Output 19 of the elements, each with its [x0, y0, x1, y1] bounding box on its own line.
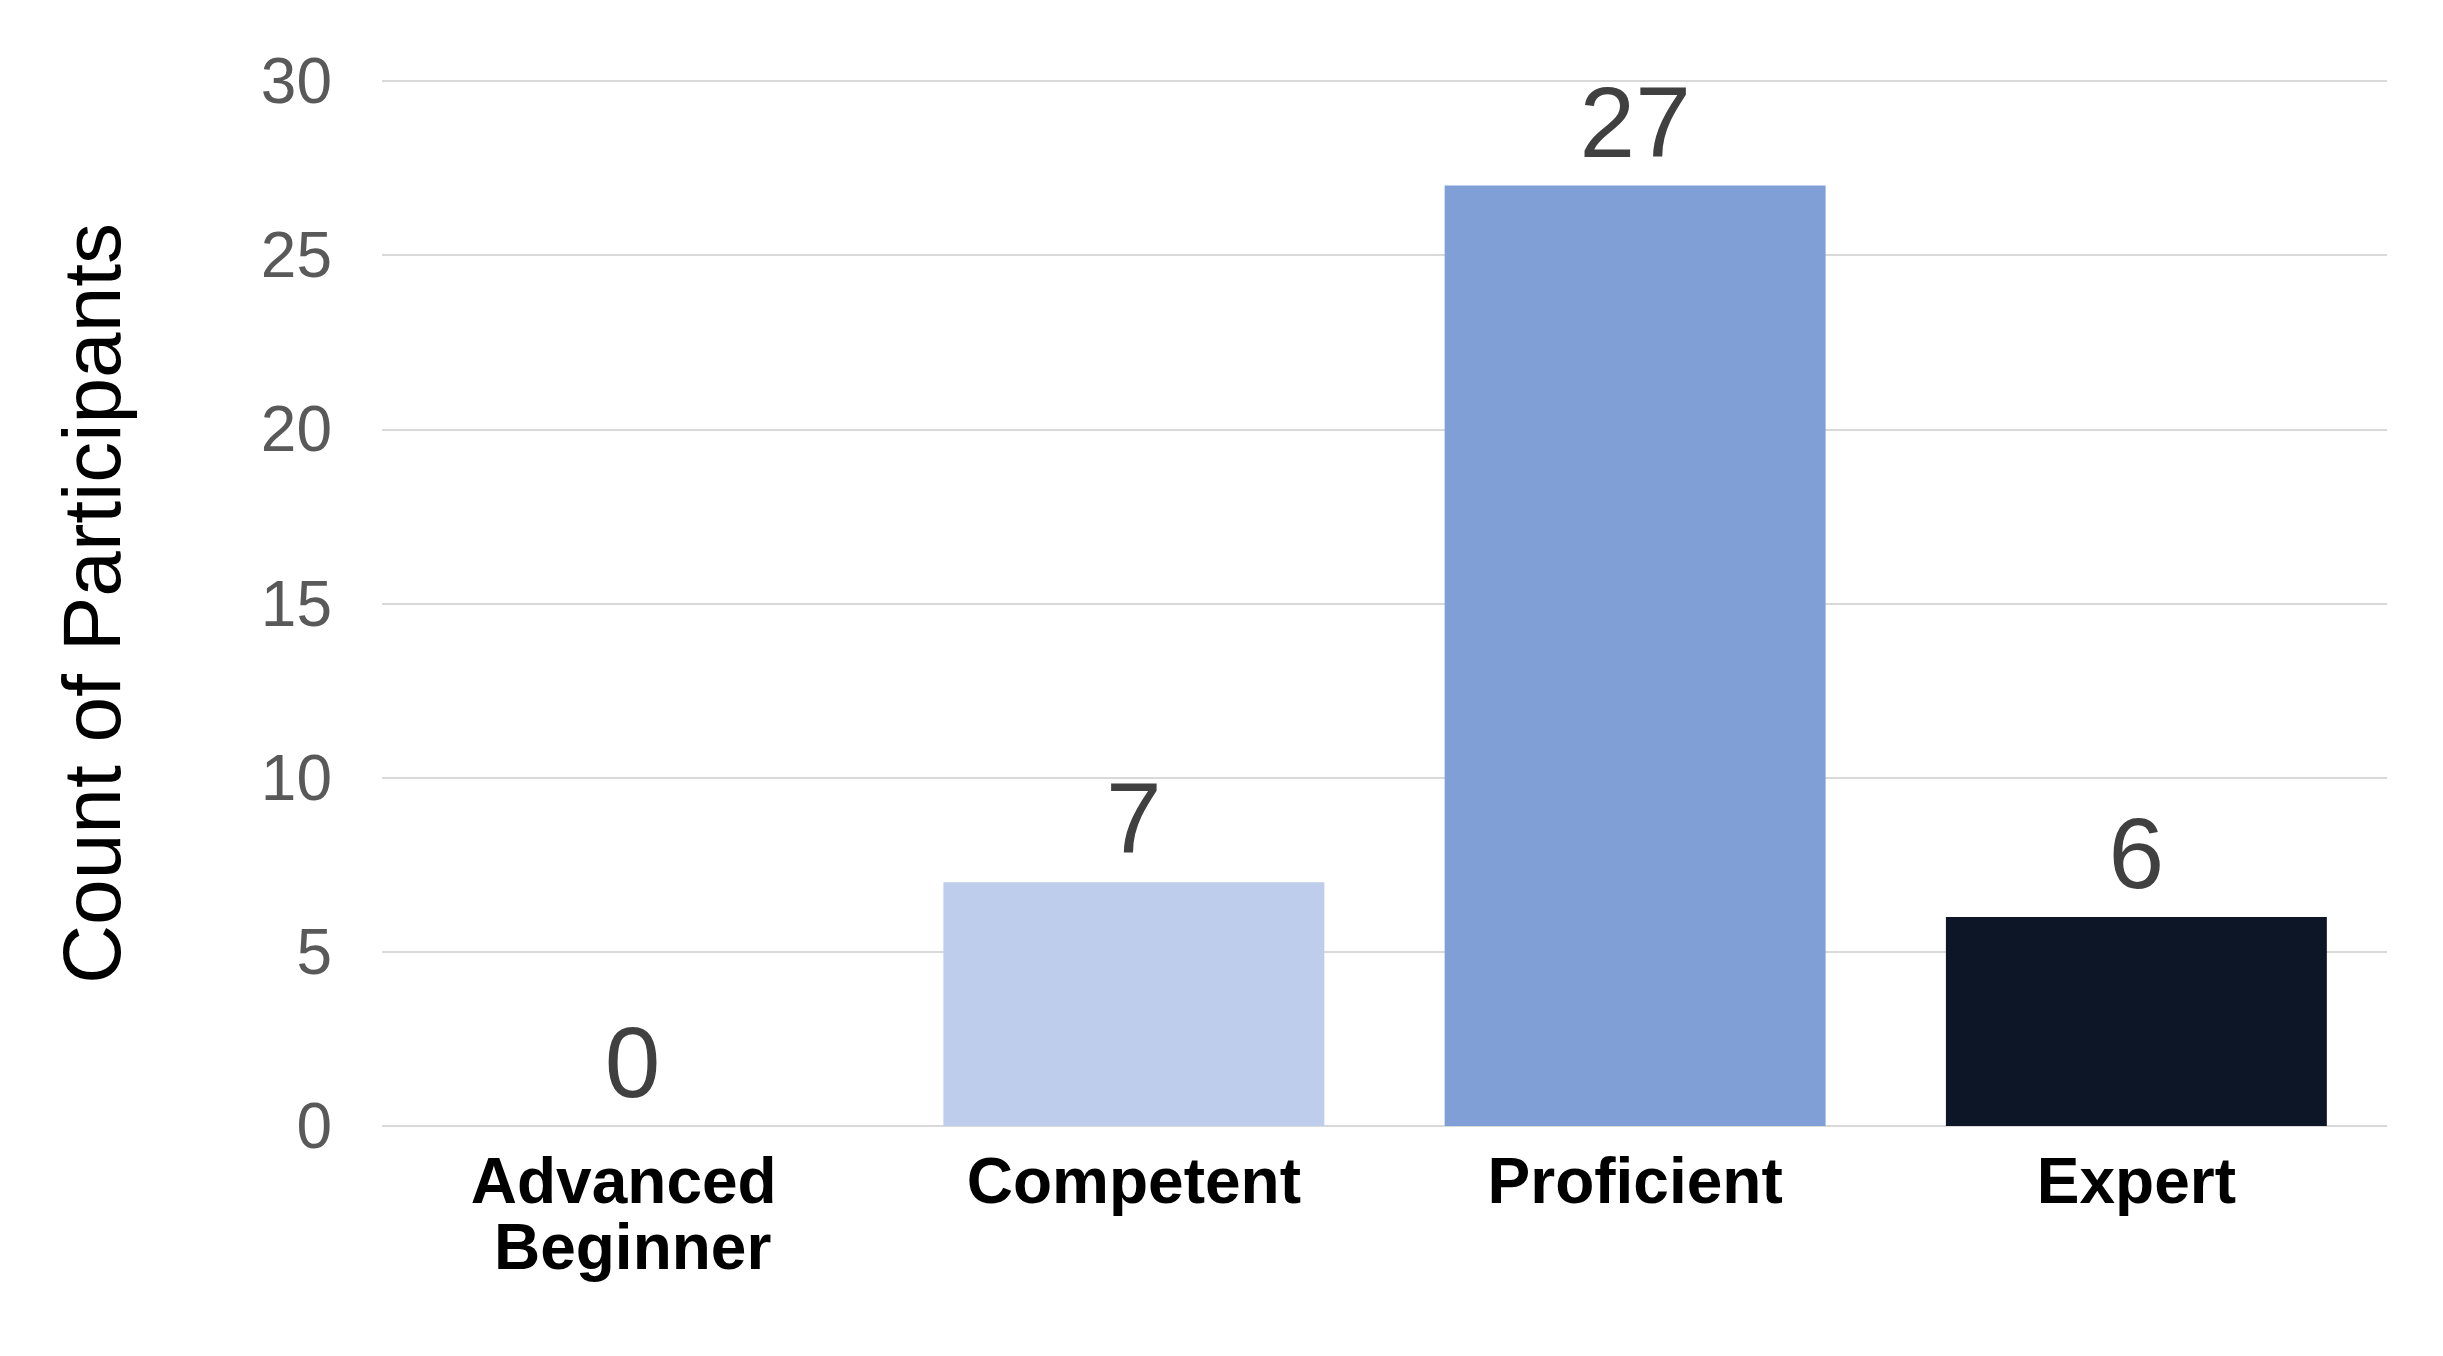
x-tick-label: Advanced Beginner [470, 1145, 795, 1283]
bar [1444, 185, 1826, 1126]
data-label: 6 [2108, 797, 2165, 909]
bar [943, 882, 1325, 1126]
data-label: 7 [1106, 762, 1162, 875]
data-label: 27 [1579, 65, 1691, 178]
y-tick-label: 10 [260, 741, 332, 814]
x-tick-label: Competent [966, 1145, 1301, 1217]
x-tick-label: Proficient [1487, 1145, 1783, 1217]
x-tick-label: Expert [2036, 1145, 2236, 1217]
data-label: 0 [604, 1006, 661, 1118]
y-tick-label: 0 [296, 1090, 332, 1162]
y-axis-title: Count of Participants [45, 222, 137, 985]
y-tick-label: 30 [260, 45, 332, 117]
bar [1945, 917, 2327, 1126]
y-tick-label: 5 [296, 915, 332, 988]
y-tick-label: 15 [260, 567, 332, 640]
y-tick-label: 20 [260, 393, 332, 466]
y-tick-label: 25 [260, 219, 332, 292]
